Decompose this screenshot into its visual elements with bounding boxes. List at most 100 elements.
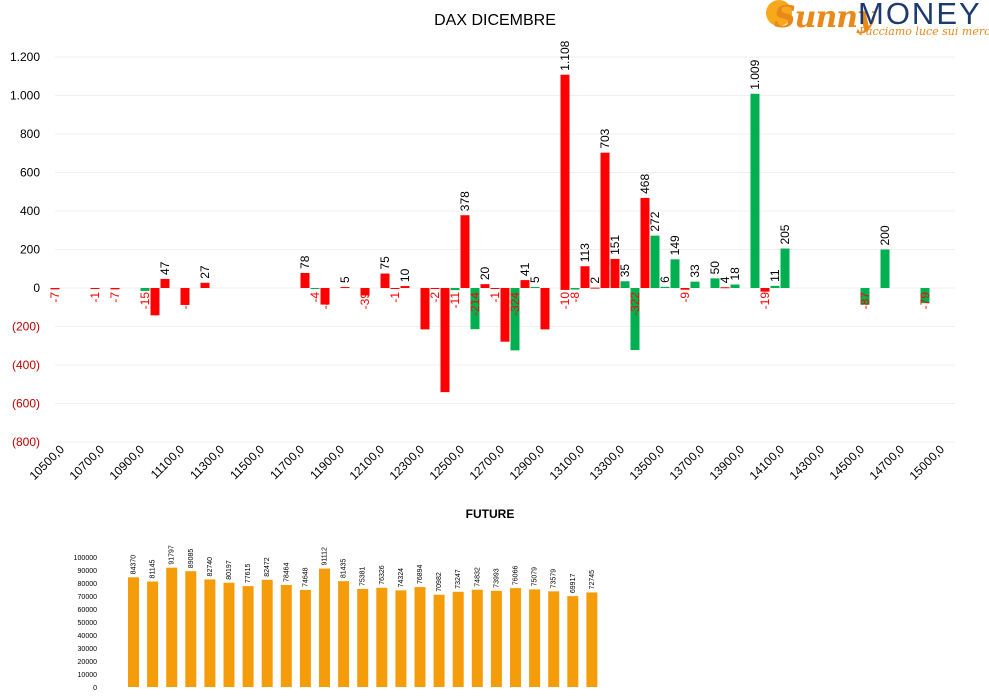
x-tick-label: 12100,0	[347, 442, 388, 483]
bar-value-label: 5	[528, 276, 542, 283]
sun-icon	[766, 0, 792, 26]
bar-value-label: 6	[658, 276, 672, 283]
bar-value-label: 272	[648, 211, 662, 231]
future-bar	[510, 588, 521, 687]
bar-value-label: -79	[918, 292, 932, 310]
future-bar-value-label: 74324	[398, 568, 405, 588]
bar	[200, 282, 210, 288]
bar	[640, 197, 650, 288]
x-tick-label: 14300,0	[787, 442, 828, 483]
bar	[390, 288, 400, 289]
future-y-tick-label: 50000	[78, 620, 98, 627]
future-bar	[471, 589, 483, 687]
future-bar-value-label: 84370	[131, 555, 138, 575]
future-bar	[529, 589, 541, 687]
y-tick-label: 200	[20, 243, 40, 257]
future-bar-value-label: 69917	[570, 574, 577, 594]
y-tick-label: 1.000	[10, 89, 40, 103]
future-y-tick-label: 10000	[78, 672, 98, 679]
future-bar	[261, 579, 273, 687]
bar-value-label: -87	[858, 292, 872, 310]
future-bar-value-label: 81145	[150, 559, 157, 578]
bar-value-label: -541	[438, 292, 452, 316]
bar	[300, 272, 310, 288]
bar	[510, 288, 520, 351]
bar-value-label: -215	[538, 292, 552, 316]
future-bar-value-label: 80197	[226, 560, 233, 580]
future-y-tick-label: 70000	[78, 594, 98, 601]
x-tick-label: 11500,0	[227, 442, 267, 482]
bar-value-label: 35	[618, 264, 632, 278]
x-tick-label: 13700,0	[667, 442, 708, 483]
future-y-tick-label: 30000	[78, 646, 98, 653]
dax-dicembre-chart: DAX DICEMBRE 1.200 1.000 800 600 400 200 0 (200…	[10, 12, 955, 483]
main-bars	[50, 74, 930, 393]
bar	[310, 288, 320, 289]
bar	[490, 288, 500, 289]
bar	[770, 285, 780, 288]
future-y-tick-label: 20000	[78, 659, 98, 666]
main-chart-title: DAX DICEMBRE	[434, 12, 556, 29]
future-bar-value-label: 78464	[283, 562, 290, 582]
x-tick-label: 12700,0	[467, 442, 508, 483]
bar	[920, 288, 930, 304]
x-tick-label: 11100,0	[148, 442, 188, 482]
bar	[650, 235, 660, 288]
bar	[430, 288, 440, 289]
x-tick-label: 15000,0	[907, 442, 948, 483]
future-bar	[567, 596, 579, 687]
future-bar-value-label: 77615	[245, 564, 252, 584]
bar-value-label: -19	[758, 292, 772, 310]
bar	[610, 258, 620, 288]
bar-value-label: -9	[678, 292, 692, 303]
bar-value-label: 1.009	[748, 59, 762, 89]
bar-value-label: -1	[388, 292, 402, 303]
x-tick-label: 13900,0	[707, 442, 748, 483]
y-tick-label: (400)	[12, 358, 40, 372]
future-bar	[548, 591, 560, 687]
x-tick-label: 12300,0	[387, 442, 428, 483]
future-bar-value-label: 89085	[188, 549, 195, 569]
future-bar	[490, 590, 502, 687]
future-bar	[395, 590, 407, 687]
future-bar	[299, 589, 311, 687]
bar	[360, 288, 370, 296]
future-bar-value-label: 91112	[322, 547, 329, 566]
future-y-tick-label: 80000	[78, 581, 98, 588]
bar-value-label: 11	[768, 269, 782, 282]
future-bar	[338, 581, 350, 687]
bar	[690, 281, 700, 288]
future-bar-value-label: 81435	[341, 559, 348, 579]
future-bar-value-label: 76066	[513, 566, 520, 586]
bar-value-label: 27	[198, 265, 212, 279]
bar	[580, 266, 590, 288]
bar-value-label: 151	[608, 235, 622, 255]
future-bar-value-label: 91797	[169, 545, 176, 565]
future-bar-value-label: 76894	[417, 564, 424, 584]
x-tick-label: 12900,0	[507, 442, 548, 483]
y-tick-label: 0	[33, 281, 40, 295]
future-bar	[128, 577, 139, 687]
x-tick-label: 13500,0	[627, 442, 668, 483]
bar-value-label: -7	[108, 292, 122, 303]
bar-value-label: -322	[628, 292, 642, 316]
future-bar	[204, 579, 216, 687]
bar	[420, 288, 430, 330]
bar	[560, 288, 570, 290]
bar	[460, 215, 470, 288]
future-bar-value-label: 74648	[302, 567, 309, 587]
future-bar	[242, 586, 254, 687]
bar	[470, 288, 480, 330]
bar-value-label: -7	[48, 292, 62, 303]
bar	[680, 288, 690, 290]
bar-value-label: 113	[578, 243, 592, 262]
future-data-labels: 84370 81145 91797 89085 82740 80197 77615 82472…	[131, 545, 596, 593]
bar-value-label: -279	[498, 292, 512, 316]
bar-value-label: 10	[398, 268, 412, 282]
x-tick-label: 10700,0	[67, 442, 108, 483]
future-bar	[376, 587, 388, 687]
future-bar-value-label: 73993	[493, 568, 500, 588]
bar-value-label: -324	[508, 292, 522, 316]
future-y-tick-label: 60000	[78, 607, 98, 614]
bar	[110, 288, 120, 290]
